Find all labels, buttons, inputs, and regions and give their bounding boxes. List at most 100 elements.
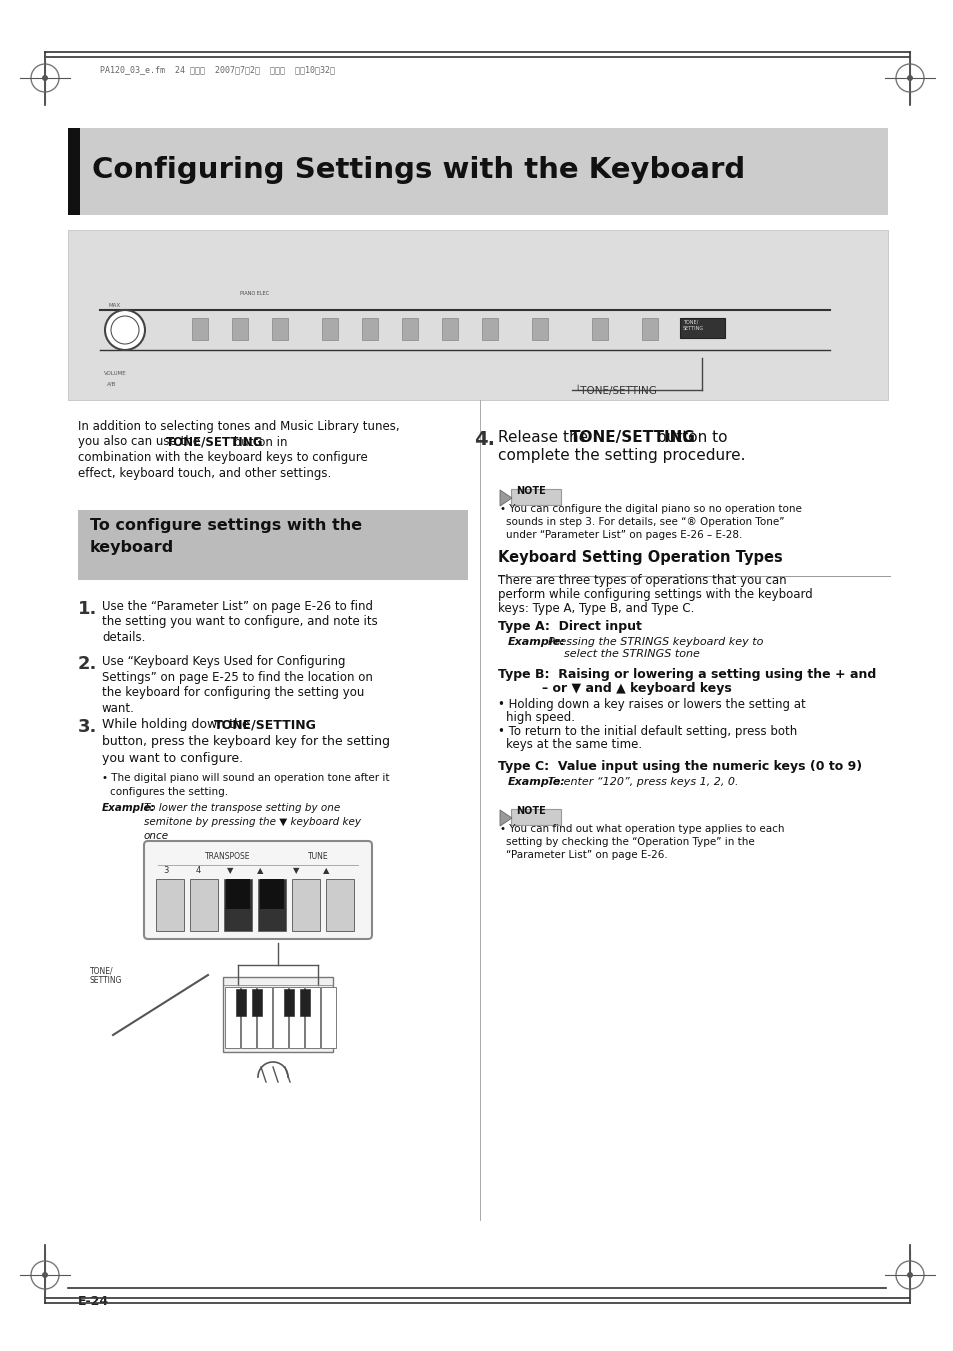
Bar <box>156 880 184 931</box>
Text: select the STRINGS tone: select the STRINGS tone <box>563 648 700 659</box>
Text: └TONE/SETTING: └TONE/SETTING <box>574 385 657 396</box>
Bar <box>592 317 607 340</box>
Text: There are three types of operations that you can: There are three types of operations that… <box>497 574 786 586</box>
Text: Type C:  Value input using the numeric keys (0 to 9): Type C: Value input using the numeric ke… <box>497 761 862 773</box>
Text: combination with the keyboard keys to configure: combination with the keyboard keys to co… <box>78 451 367 463</box>
Circle shape <box>105 309 145 350</box>
Text: ▼: ▼ <box>293 866 299 875</box>
Text: Settings” on page E-25 to find the location on: Settings” on page E-25 to find the locat… <box>102 670 373 684</box>
Text: MAX: MAX <box>109 303 121 308</box>
Bar <box>441 317 457 340</box>
Bar <box>190 880 218 931</box>
Bar <box>641 317 658 340</box>
Text: keyboard: keyboard <box>90 540 174 555</box>
Text: • Holding down a key raises or lowers the setting at: • Holding down a key raises or lowers th… <box>497 698 805 711</box>
Text: While holding down the: While holding down the <box>102 717 253 731</box>
Text: To enter “120”, press keys 1, 2, 0.: To enter “120”, press keys 1, 2, 0. <box>547 777 738 788</box>
Text: TONE/: TONE/ <box>682 319 698 324</box>
Text: configures the setting.: configures the setting. <box>110 786 228 797</box>
Bar <box>78 509 468 580</box>
Text: button to: button to <box>651 430 727 444</box>
Text: you want to configure.: you want to configure. <box>102 753 243 765</box>
Text: In addition to selecting tones and Music Library tunes,: In addition to selecting tones and Music… <box>78 420 399 434</box>
Text: TONE/SETTING: TONE/SETTING <box>166 435 263 449</box>
Text: NOTE: NOTE <box>516 807 545 816</box>
Text: once: once <box>144 831 169 840</box>
Text: Example:: Example: <box>102 802 155 813</box>
Text: the setting you want to configure, and note its: the setting you want to configure, and n… <box>102 616 377 628</box>
Text: Use “Keyboard Keys Used for Configuring: Use “Keyboard Keys Used for Configuring <box>102 655 345 667</box>
Text: SETTING: SETTING <box>90 975 122 985</box>
Text: Example:: Example: <box>507 638 565 647</box>
Text: 1.: 1. <box>78 600 97 617</box>
Bar <box>320 988 335 1048</box>
Bar <box>241 988 255 1048</box>
FancyBboxPatch shape <box>144 842 372 939</box>
FancyBboxPatch shape <box>511 809 560 825</box>
Text: A/B: A/B <box>107 381 116 386</box>
Bar <box>224 880 252 931</box>
Text: Pressing the STRINGS keyboard key to: Pressing the STRINGS keyboard key to <box>547 638 762 647</box>
Text: ▲: ▲ <box>256 866 263 875</box>
Polygon shape <box>499 811 512 825</box>
Bar <box>273 988 288 1048</box>
Bar <box>401 317 417 340</box>
Text: 3: 3 <box>163 866 169 875</box>
Circle shape <box>42 1273 48 1278</box>
Text: the keyboard for configuring the setting you: the keyboard for configuring the setting… <box>102 686 364 698</box>
Text: want.: want. <box>102 701 134 715</box>
Bar <box>305 988 319 1048</box>
Text: • You can find out what operation type applies to each: • You can find out what operation type a… <box>499 824 783 834</box>
Bar <box>68 128 80 215</box>
Bar <box>289 988 304 1048</box>
Text: 2.: 2. <box>78 655 97 673</box>
Polygon shape <box>499 490 512 507</box>
Text: SETTING: SETTING <box>682 326 703 331</box>
Text: TUNE: TUNE <box>308 852 328 861</box>
Bar <box>326 880 354 931</box>
Text: Use the “Parameter List” on page E-26 to find: Use the “Parameter List” on page E-26 to… <box>102 600 373 613</box>
Text: keys at the same time.: keys at the same time. <box>505 738 641 751</box>
Bar <box>260 880 284 909</box>
Bar <box>532 317 547 340</box>
Text: effect, keyboard touch, and other settings.: effect, keyboard touch, and other settin… <box>78 466 331 480</box>
Bar <box>226 880 250 909</box>
Text: keys: Type A, Type B, and Type C.: keys: Type A, Type B, and Type C. <box>497 603 694 615</box>
Text: button in: button in <box>230 435 287 449</box>
Bar <box>68 128 887 215</box>
Bar <box>223 977 333 1052</box>
Bar <box>292 880 319 931</box>
Text: 3.: 3. <box>78 717 97 736</box>
Text: Type A:  Direct input: Type A: Direct input <box>497 620 641 634</box>
Text: NOTE: NOTE <box>516 486 545 496</box>
Circle shape <box>906 76 912 81</box>
Circle shape <box>42 76 48 81</box>
Text: “Parameter List” on page E-26.: “Parameter List” on page E-26. <box>505 850 667 861</box>
Text: perform while configuring settings with the keyboard: perform while configuring settings with … <box>497 588 812 601</box>
Text: VOLUME: VOLUME <box>104 372 127 376</box>
Bar <box>299 989 310 1016</box>
Text: To configure settings with the: To configure settings with the <box>90 517 362 534</box>
Text: ▲: ▲ <box>322 866 329 875</box>
Bar <box>192 317 208 340</box>
Text: you also can use the: you also can use the <box>78 435 204 449</box>
Text: TONE/: TONE/ <box>90 966 113 975</box>
Text: TONE/SETTING: TONE/SETTING <box>569 430 695 444</box>
Text: PIANO ELEC: PIANO ELEC <box>240 290 270 296</box>
Bar <box>322 317 337 340</box>
Text: button, press the keyboard key for the setting: button, press the keyboard key for the s… <box>102 735 390 748</box>
Bar <box>252 989 262 1016</box>
Bar <box>256 988 272 1048</box>
Circle shape <box>906 1273 912 1278</box>
Text: To lower the transpose setting by one: To lower the transpose setting by one <box>144 802 340 813</box>
Text: TRANSPOSE: TRANSPOSE <box>205 852 251 861</box>
Text: Type B:  Raising or lowering a setting using the + and: Type B: Raising or lowering a setting us… <box>497 667 876 681</box>
FancyBboxPatch shape <box>511 489 560 505</box>
Text: • To return to the initial default setting, press both: • To return to the initial default setti… <box>497 725 797 738</box>
Bar <box>257 880 286 931</box>
Text: 4: 4 <box>195 866 200 875</box>
Text: details.: details. <box>102 631 145 644</box>
Text: sounds in step 3. For details, see “® Operation Tone”: sounds in step 3. For details, see “® Op… <box>505 517 783 527</box>
Text: Configuring Settings with the Keyboard: Configuring Settings with the Keyboard <box>91 155 744 184</box>
Bar <box>225 988 240 1048</box>
